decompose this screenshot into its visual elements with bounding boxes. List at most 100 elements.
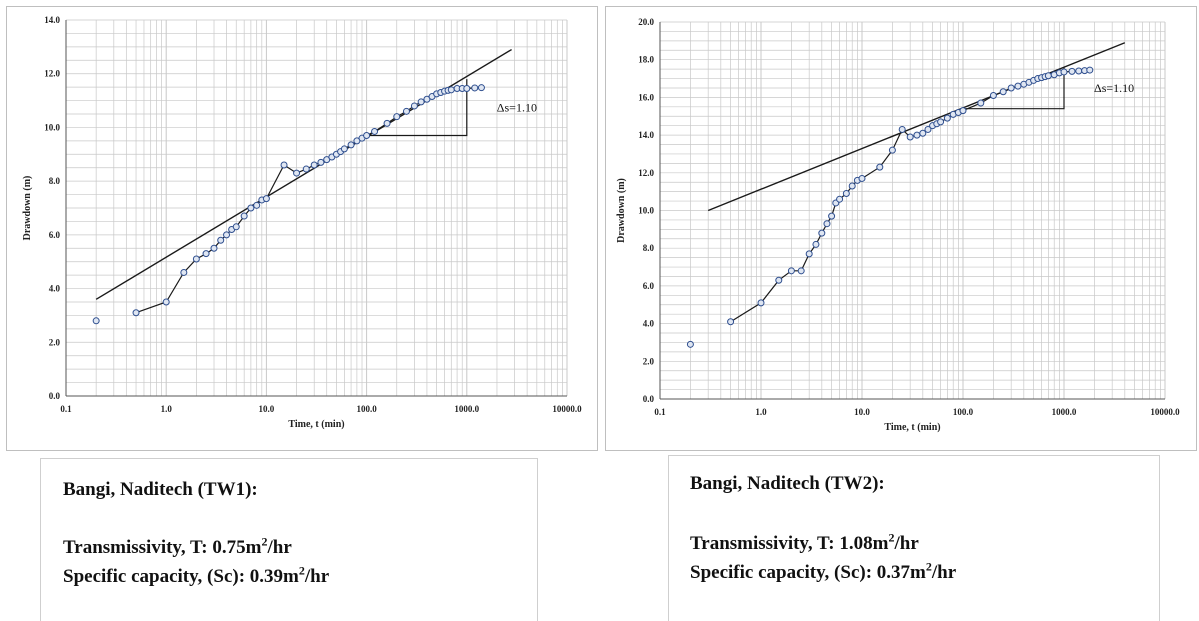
data-point (898, 125, 906, 133)
data-point (848, 182, 856, 190)
transmissivity-label: Transmissivity, T: (690, 533, 840, 554)
specific-capacity-value: 0.39m (249, 566, 299, 587)
data-point (686, 340, 694, 348)
data-point (223, 231, 231, 239)
data-point (383, 119, 391, 127)
y-tick-label: 2.0 (643, 356, 655, 366)
fit-line (707, 42, 1126, 212)
data-point (410, 102, 418, 110)
data-point (959, 107, 967, 115)
data-point (842, 190, 850, 198)
observed-curve (135, 87, 482, 314)
data-point (876, 163, 884, 171)
data-point (943, 114, 951, 122)
data-point (989, 92, 997, 100)
grid (65, 19, 568, 397)
y-tick-label: 14.0 (638, 130, 654, 140)
y-tick-label: 10.0 (638, 206, 654, 216)
x-tick-label: 100.0 (953, 407, 974, 417)
transmissivity-value: 1.08m (839, 533, 889, 554)
data-point (293, 169, 301, 177)
y-tick-label: 6.0 (643, 281, 655, 291)
data-point (823, 220, 831, 228)
data-point (836, 195, 844, 203)
data-point (302, 165, 310, 173)
x-tick-label: 1000.0 (1052, 407, 1077, 417)
chart-panel-tw1: 0.0 2.0 4.0 6.0 8.0 10.0 12.0 14.0 0.1 1.0 10.0 100… (6, 6, 598, 451)
site-title: Bangi, Naditech (TW2): (690, 473, 885, 494)
data-point (317, 158, 325, 166)
delta-s-annotation: Δs=1.10 (1094, 81, 1134, 95)
data-point (363, 131, 371, 139)
superscript: 2 (261, 534, 268, 549)
data-point (417, 98, 425, 106)
superscript: 2 (925, 559, 932, 574)
data-point (812, 240, 820, 248)
drawdown-chart-tw1: 0.0 2.0 4.0 6.0 8.0 10.0 12.0 14.0 0.1 1.0 10.0 100… (22, 15, 582, 430)
data-point (775, 276, 783, 284)
delta-s-annotation: Δs=1.10 (497, 100, 537, 114)
data-point (787, 267, 795, 275)
data-point (999, 88, 1007, 96)
data-point (180, 268, 188, 276)
data-point (924, 125, 932, 133)
delta-s-bracket (366, 79, 468, 137)
specific-capacity-label: Specific capacity, (Sc): (690, 562, 877, 583)
data-point (805, 250, 813, 258)
y-tick-label: 14.0 (44, 15, 60, 25)
data-point (192, 255, 200, 263)
data-point (280, 161, 288, 169)
data-point (132, 309, 140, 317)
x-axis-label: Time, t (min) (288, 419, 344, 430)
site-title: Bangi, Naditech (TW1): (63, 479, 258, 500)
data-point (92, 317, 100, 325)
x-tick-label: 10000.0 (1150, 407, 1180, 417)
x-axis-label: Time, t (min) (884, 422, 940, 433)
x-tick-label: 100.0 (356, 404, 377, 414)
data-point (371, 127, 379, 135)
x-tick-label: 0.1 (60, 404, 72, 414)
superscript: 2 (298, 563, 305, 578)
x-tick-label: 1.0 (161, 404, 173, 414)
specific-capacity-line: Specific capacity, (Sc): 0.39m2/hr (63, 563, 329, 588)
data-point (210, 244, 218, 252)
x-tick-label: 10.0 (259, 404, 275, 414)
data-point (977, 99, 985, 107)
data-point (1060, 68, 1068, 76)
data-point (828, 212, 836, 220)
data-point (1086, 66, 1094, 74)
specific-capacity-label: Specific capacity, (Sc): (63, 566, 250, 587)
y-tick-label: 18.0 (638, 55, 654, 65)
data-point (1044, 72, 1052, 80)
data-point (858, 174, 866, 182)
y-axis-label: Drawdown (m) (22, 176, 33, 241)
x-tick-label: 1.0 (755, 407, 767, 417)
y-tick-label: 10.0 (44, 122, 60, 132)
y-tick-label: 2.0 (49, 337, 61, 347)
x-tick-label: 0.1 (654, 407, 666, 417)
y-tick-label: 8.0 (49, 176, 61, 186)
info-box-tw2: Bangi, Naditech (TW2): Transmissivity, T… (668, 455, 1160, 621)
data-point (1075, 67, 1083, 75)
y-tick-label: 4.0 (643, 319, 655, 329)
data-point (232, 223, 240, 231)
data-point (162, 298, 170, 306)
chart-panel-tw2: 0.0 2.0 4.0 6.0 8.0 10.0 12.0 14.0 16.0 18.0 20.0 0… (605, 6, 1197, 451)
transmissivity-line: Transmissivity, T: 0.75m2/hr (63, 534, 292, 559)
data-point (913, 131, 921, 139)
data-point (463, 84, 471, 92)
data-point (1014, 82, 1022, 90)
data-point (310, 161, 318, 169)
data-point (888, 146, 896, 154)
data-point (797, 267, 805, 275)
transmissivity-label: Transmissivity, T: (63, 537, 213, 558)
data-point (937, 118, 945, 126)
data-point (1007, 84, 1015, 92)
data-point (202, 250, 210, 258)
info-box-tw1: Bangi, Naditech (TW1): Transmissivity, T… (40, 458, 538, 621)
y-tick-label: 12.0 (44, 69, 60, 79)
specific-capacity-line: Specific capacity, (Sc): 0.37m2/hr (690, 559, 956, 584)
y-tick-label: 12.0 (638, 168, 654, 178)
transmissivity-line: Transmissivity, T: 1.08m2/hr (690, 532, 919, 555)
data-point (253, 201, 261, 209)
